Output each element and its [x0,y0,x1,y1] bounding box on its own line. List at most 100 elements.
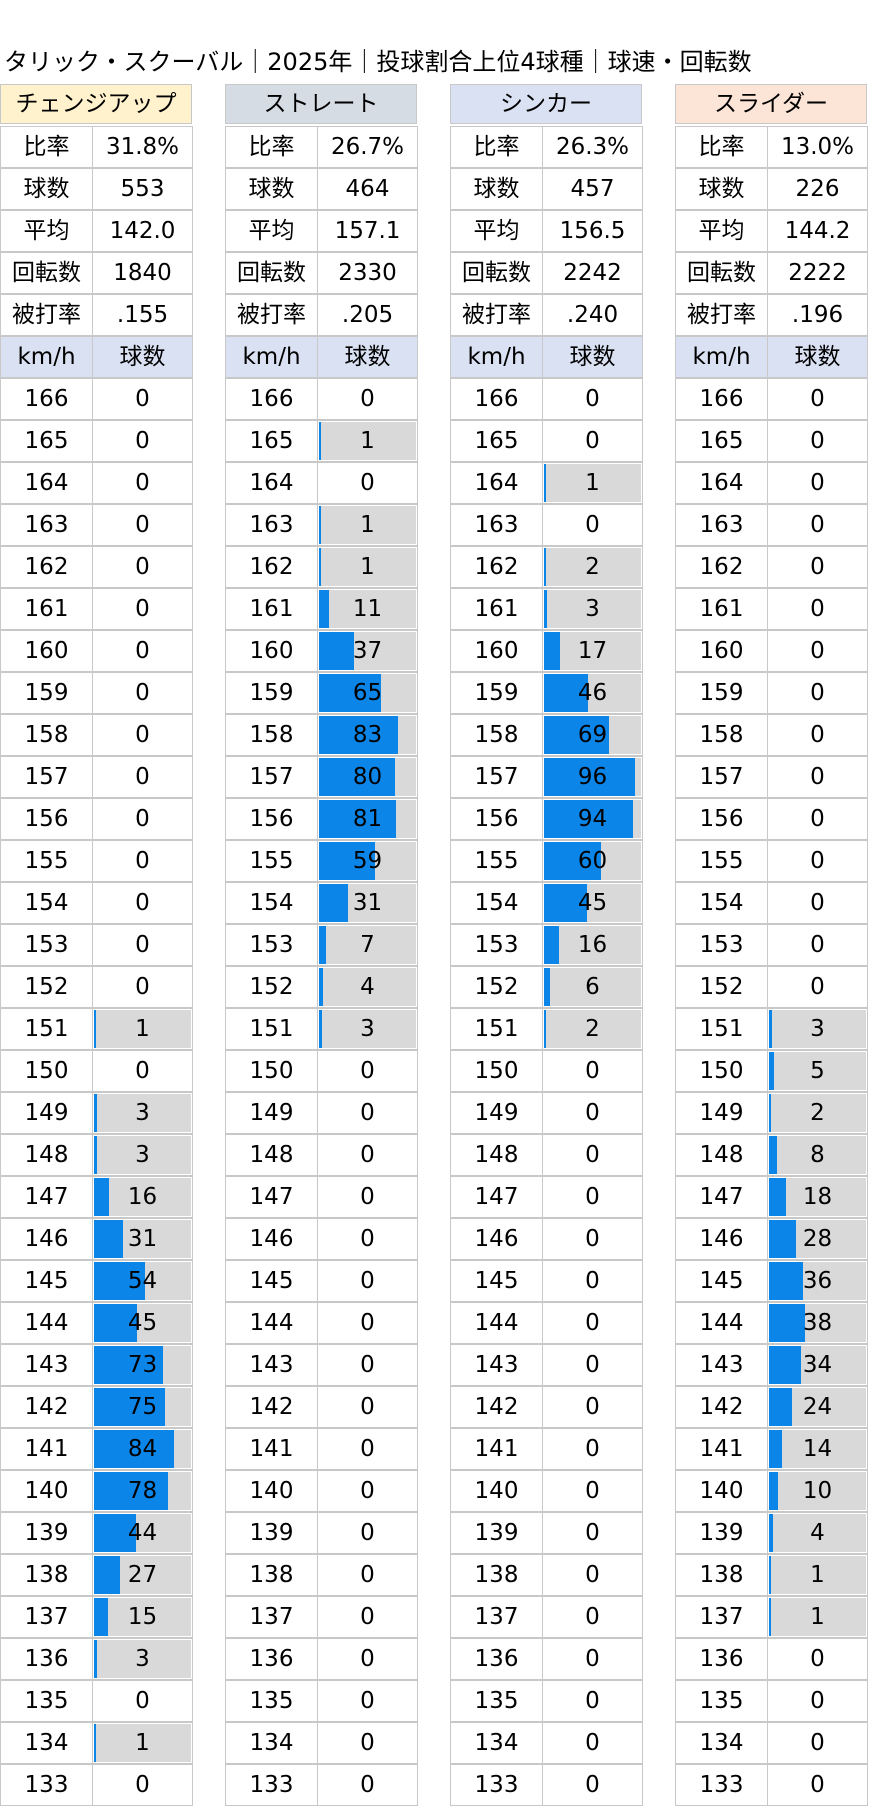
pitch-panel: スライダー 比率 13.0% 球数 226 平均 144.2 回転数 2222 被打率 .196 km… [675,84,869,1806]
count-value: 15 [127,1604,158,1630]
count-value: 27 [127,1562,158,1588]
speed-row: 149 3 [0,1092,194,1134]
count-cell: 80 [317,756,418,798]
stat-label: 比率 [0,126,93,168]
count-column-header: 球数 [317,336,418,378]
stat-value: 553 [92,168,193,210]
speed-row: 142 0 [450,1386,644,1428]
count-cell: 0 [92,882,193,924]
count-cell: 0 [92,1680,193,1722]
stat-label: 回転数 [0,252,93,294]
count-column-header: 球数 [92,336,193,378]
speed-row: 137 0 [225,1596,419,1638]
speed-row: 164 0 [0,462,194,504]
stat-value: 144.2 [767,210,868,252]
count-cell: 0 [92,462,193,504]
count-cell: 0 [542,378,643,420]
count-bar [769,1472,778,1510]
speed-row: 146 28 [675,1218,869,1260]
count-cell: 0 [317,1512,418,1554]
speed-row: 138 27 [0,1554,194,1596]
bar-edge [544,590,546,628]
bar-background [769,1514,866,1552]
bar-edge [94,1514,96,1552]
speed-label: 139 [675,1512,768,1554]
bar-edge [769,1262,771,1300]
speed-label: 166 [450,378,543,420]
speed-row: 166 0 [225,378,419,420]
speed-label: 151 [675,1008,768,1050]
count-bar [544,800,633,838]
count-bar [544,716,609,754]
count-value: 0 [810,386,825,412]
speed-row: 142 75 [0,1386,194,1428]
bar-edge [319,422,321,460]
stat-value: 464 [317,168,418,210]
count-bar [769,1430,782,1468]
speed-row: 145 54 [0,1260,194,1302]
bar-background [94,1220,191,1258]
count-value: 0 [135,596,150,622]
bar-edge [544,674,546,712]
bar-edge [94,1136,96,1174]
count-value: 7 [360,932,375,958]
speed-label: 133 [675,1764,768,1806]
count-value: 38 [802,1310,833,1336]
speed-row: 150 0 [0,1050,194,1092]
speed-column-header: km/h [450,336,543,378]
speed-row: 134 1 [0,1722,194,1764]
count-value: 0 [360,1604,375,1630]
bar-edge [769,1598,771,1636]
speed-row: 166 0 [450,378,644,420]
speed-row: 146 0 [225,1218,419,1260]
speed-label: 165 [450,420,543,462]
pitch-panel: チェンジアップ 比率 31.8% 球数 553 平均 142.0 回転数 1840 被打率 .155… [0,84,194,1806]
speed-row: 160 17 [450,630,644,672]
speed-row: 139 0 [225,1512,419,1554]
speed-row: 163 0 [675,504,869,546]
stat-label: 平均 [225,210,318,252]
stat-row: 比率 26.7% [225,126,419,168]
count-value: 0 [585,1520,600,1546]
count-value: 0 [360,1730,375,1756]
count-cell: 34 [767,1344,868,1386]
bar-edge [94,1178,96,1216]
speed-label: 148 [675,1134,768,1176]
speed-label: 151 [225,1008,318,1050]
speed-row: 160 0 [0,630,194,672]
speed-label: 137 [225,1596,318,1638]
speed-row: 148 3 [0,1134,194,1176]
speed-label: 144 [225,1302,318,1344]
speed-row: 133 0 [675,1764,869,1806]
count-cell: 96 [542,756,643,798]
speed-label: 162 [675,546,768,588]
count-value: 0 [135,386,150,412]
speed-row: 157 0 [0,756,194,798]
count-value: 0 [585,1142,600,1168]
speed-row: 158 0 [0,714,194,756]
count-cell: 1 [92,1722,193,1764]
speed-row: 155 0 [0,840,194,882]
speed-row: 147 0 [450,1176,644,1218]
bar-edge [94,1430,96,1468]
speed-row: 150 0 [225,1050,419,1092]
count-cell: 0 [542,1596,643,1638]
count-cell: 0 [92,420,193,462]
count-cell: 45 [542,882,643,924]
speed-row: 138 0 [225,1554,419,1596]
count-value: 0 [360,1100,375,1126]
speed-label: 157 [450,756,543,798]
bar-edge [94,1556,96,1594]
speed-label: 142 [0,1386,93,1428]
speed-row: 144 45 [0,1302,194,1344]
speed-row: 152 4 [225,966,419,1008]
stat-row: 平均 142.0 [0,210,194,252]
column-header-row: km/h 球数 [450,336,644,378]
speed-row: 143 0 [450,1344,644,1386]
speed-label: 162 [0,546,93,588]
speed-column-header: km/h [675,336,768,378]
count-cell: 3 [317,1008,418,1050]
stat-row: 回転数 2330 [225,252,419,294]
stat-label: 被打率 [225,294,318,336]
count-value: 83 [352,722,383,748]
